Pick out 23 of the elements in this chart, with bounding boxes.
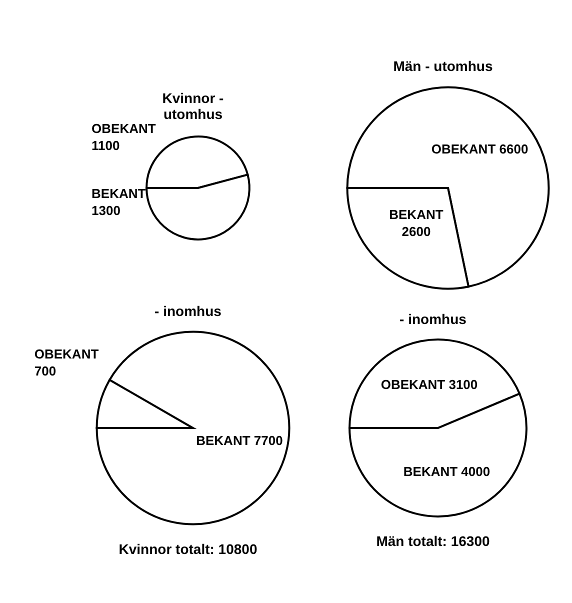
- slice-label: BEKANT: [389, 207, 444, 222]
- slice-label: OBEKANT: [431, 141, 496, 156]
- data-label: 1100: [92, 138, 120, 153]
- data-label: 7700: [254, 432, 283, 448]
- data-label: 3100: [448, 377, 478, 392]
- data-label: 2600: [402, 224, 431, 240]
- chart-title: Män - utomhus: [392, 58, 494, 74]
- pie-slice: [346, 86, 550, 288]
- slice-label: BEKANT: [92, 186, 146, 201]
- text: Kvinnor totalt: 10800: [118, 541, 258, 558]
- data-label: 6600: [499, 141, 528, 156]
- data-label: 4000: [461, 464, 490, 479]
- chart-title: - inomhus: [154, 302, 222, 319]
- slice-label: OBEKANT: [380, 377, 446, 392]
- text: Män totalt: 16300: [375, 533, 491, 550]
- chart-title: Kvinnor - utomhus: [161, 90, 225, 122]
- data-label: 1300: [92, 203, 120, 218]
- slice-label: BEKANT: [196, 432, 250, 448]
- slice-label: OBEKANT: [92, 121, 156, 136]
- slice-label: OBEKANT: [34, 346, 99, 362]
- slice-label: BEKANT: [403, 464, 458, 479]
- data-label: 700: [34, 364, 56, 379]
- chart-title: - inomhus: [398, 310, 468, 327]
